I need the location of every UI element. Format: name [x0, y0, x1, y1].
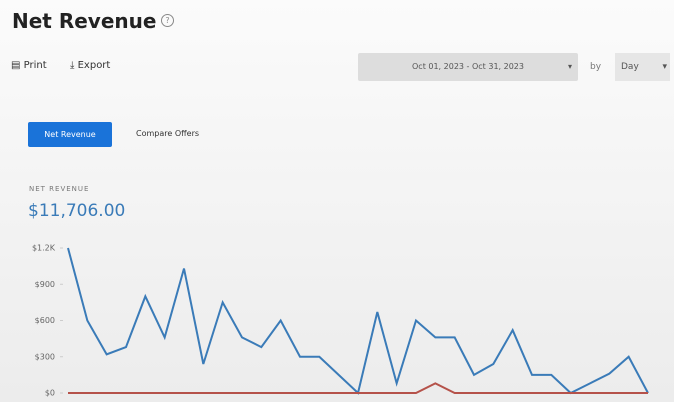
date-range-select[interactable]: Oct 01, 2023 - Oct 31, 2023 ▾ [358, 53, 578, 81]
metric-value: $11,706.00 [28, 201, 126, 221]
by-label: by [590, 62, 602, 72]
y-tick-label: $900 [35, 280, 55, 289]
date-range: Oct 01, 2023 - Oct 31, 2023 [412, 62, 524, 71]
tab[interactable]: Compare Offers [136, 129, 200, 138]
page-title: Net Revenue [12, 9, 157, 33]
export-button[interactable]: ⤓ Export [70, 60, 111, 71]
tab-active[interactable]: Net Revenue [28, 122, 112, 147]
print-button[interactable]: ▤ Print [11, 60, 47, 71]
y-tick-label: $300 [35, 352, 55, 361]
export-label: Export [77, 60, 111, 71]
y-tick-label: $600 [35, 316, 55, 325]
y-tick-label: $0 [45, 389, 55, 398]
metric-label: NET REVENUE [29, 185, 90, 193]
help-icon[interactable]: ? [161, 14, 174, 27]
series-line [67, 247, 649, 395]
print-label: Print [23, 60, 47, 71]
interval-select[interactable]: Day ▾ [615, 53, 670, 81]
y-tick-label: $1.2K [32, 244, 56, 253]
series-line [68, 382, 648, 394]
interval: Day [621, 62, 639, 72]
